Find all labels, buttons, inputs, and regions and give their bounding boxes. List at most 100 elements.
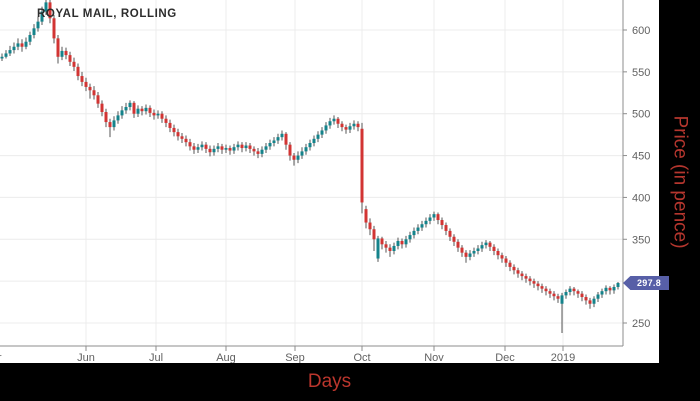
candle-body	[368, 222, 372, 230]
candle-body	[556, 296, 560, 299]
candle-body	[108, 122, 112, 128]
candle-body	[140, 108, 144, 112]
candle-body	[592, 298, 596, 304]
candle-body	[292, 155, 296, 160]
candle-body	[392, 245, 396, 251]
candle-body	[440, 220, 444, 226]
candle-body	[28, 35, 32, 42]
candle-body	[224, 148, 228, 150]
candle-body	[520, 273, 524, 277]
candle-body	[184, 138, 188, 143]
y-tick-label: 550	[632, 67, 650, 79]
x-tick-label: Sep	[285, 352, 305, 363]
candle-body	[348, 126, 352, 130]
candle-body	[232, 147, 236, 151]
candle-body	[324, 125, 328, 131]
candle-body	[24, 41, 28, 47]
candle-body	[448, 230, 452, 237]
candle-body	[588, 300, 592, 304]
candle-body	[84, 81, 88, 87]
candle-body	[452, 236, 456, 242]
candle-body	[444, 225, 448, 231]
candle-body	[248, 145, 252, 149]
candle-body	[420, 224, 424, 228]
candle-body	[228, 148, 232, 151]
candle-body	[432, 214, 436, 218]
candle-body	[408, 235, 412, 240]
candle-body	[80, 76, 84, 82]
candle-body	[552, 293, 556, 297]
last-price-value: 297.8	[636, 278, 662, 288]
candle-body	[568, 288, 572, 293]
chart-title: ROYAL MAIL, ROLLING	[37, 8, 177, 20]
candle-body	[16, 43, 20, 47]
candle-body	[504, 258, 508, 263]
candle-body	[340, 123, 344, 128]
candle-body	[176, 132, 180, 137]
candle-body	[468, 253, 472, 257]
candle-body	[188, 142, 192, 147]
candle-body	[304, 147, 308, 152]
candle-body	[208, 148, 212, 153]
candle-body	[244, 145, 248, 149]
y-tick-label: 500	[632, 109, 650, 121]
candle-body	[136, 108, 140, 114]
candle-body	[436, 214, 440, 221]
candle-body	[164, 118, 168, 123]
candle-body	[272, 140, 276, 144]
candle-body	[220, 146, 224, 150]
candle-body	[604, 287, 608, 292]
candle-body	[204, 144, 208, 149]
candle-body	[480, 245, 484, 249]
y-tick-label: 450	[632, 151, 650, 163]
candle-body	[312, 138, 316, 144]
candle-body	[160, 113, 164, 119]
candle-body	[584, 297, 588, 301]
candle-body	[576, 291, 580, 294]
x-tick-label: 2019	[551, 352, 575, 363]
candle-body	[284, 133, 288, 145]
candle-body	[580, 293, 584, 298]
candle-body	[0, 56, 4, 59]
candle-body	[516, 270, 520, 274]
candle-body	[240, 144, 244, 149]
candle-body	[288, 144, 292, 156]
candle-body	[596, 294, 600, 299]
candle-body	[328, 121, 332, 126]
candle-body	[560, 295, 564, 304]
candle-body	[344, 127, 348, 130]
y-tick-label: 600	[632, 25, 650, 37]
candle-body	[132, 102, 136, 114]
candle-body	[316, 134, 320, 139]
candle-body	[48, 2, 52, 19]
candle-body	[376, 238, 380, 259]
candle-body	[488, 242, 492, 247]
candle-body	[356, 123, 360, 128]
candlestick-chart: Apr Jun Jul Aug Sep Oct Nov Dec 2019 600 550 500 450…	[0, 0, 650, 363]
candle-body	[112, 120, 116, 128]
candle-body	[476, 248, 480, 251]
candle-body	[196, 147, 200, 150]
candle-body	[180, 136, 184, 139]
x-tick-label: Aug	[216, 352, 236, 363]
candle-body	[68, 55, 72, 62]
x-tick-label: Dec	[495, 352, 515, 363]
candle-body	[460, 247, 464, 253]
candle-body	[536, 283, 540, 287]
candle-body	[400, 240, 404, 245]
candle-body	[508, 262, 512, 267]
candle-body	[56, 38, 60, 57]
candle-body	[92, 90, 96, 96]
candle-body	[276, 137, 280, 141]
x-tick-label: Nov	[424, 352, 444, 363]
candle-body	[72, 61, 76, 67]
candle-body	[236, 144, 240, 148]
x-tick-label: Oct	[353, 352, 370, 363]
candle-body	[100, 103, 104, 113]
candle-body	[616, 282, 620, 287]
candle-body	[380, 238, 384, 245]
candle-body	[548, 291, 552, 294]
candle-body	[280, 133, 284, 138]
candle-body	[52, 18, 56, 39]
